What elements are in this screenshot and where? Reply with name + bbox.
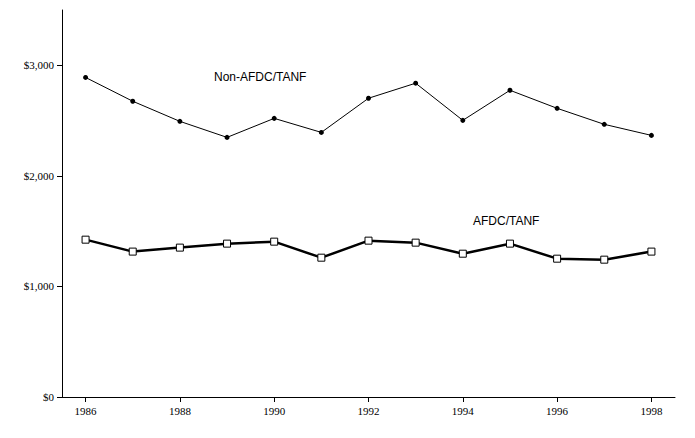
svg-text:1994: 1994 [452,405,475,417]
svg-text:AFDC/TANF: AFDC/TANF [473,214,539,228]
svg-text:$1,000: $1,000 [24,280,55,292]
svg-text:$2,000: $2,000 [24,170,55,182]
svg-text:1998: 1998 [640,405,663,417]
svg-text:Non-AFDC/TANF: Non-AFDC/TANF [214,70,306,84]
svg-text:1992: 1992 [358,405,380,417]
svg-text:$0: $0 [43,391,55,403]
svg-text:1996: 1996 [546,405,569,417]
svg-text:1988: 1988 [169,405,192,417]
svg-text:1990: 1990 [263,405,286,417]
svg-text:1986: 1986 [75,405,98,417]
svg-text:$3,000: $3,000 [24,59,55,71]
